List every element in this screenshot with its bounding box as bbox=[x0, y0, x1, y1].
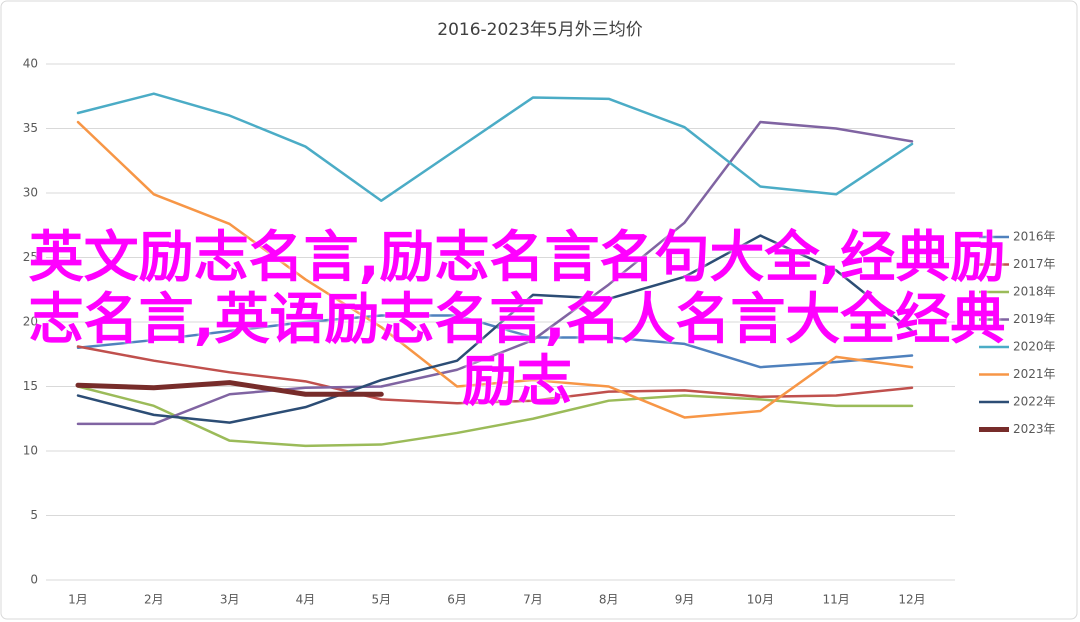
x-tick-label: 12月 bbox=[898, 593, 925, 607]
legend-label: 2023年 bbox=[1013, 422, 1056, 436]
x-tick-label: 7月 bbox=[523, 593, 543, 607]
overlay-text: 英文励志名言,励志名言名句大全,经典励志名言,英语励志名言,名人名言大全经典励志 bbox=[28, 225, 1006, 413]
series-line bbox=[76, 120, 914, 426]
y-tick-label: 30 bbox=[23, 186, 38, 200]
x-tick-label: 11月 bbox=[823, 593, 850, 607]
legend-label: 2019年 bbox=[1013, 312, 1056, 326]
legend-label: 2017年 bbox=[1013, 257, 1056, 271]
x-tick-label: 5月 bbox=[371, 593, 391, 607]
series-line bbox=[75, 380, 384, 397]
legend-label: 2018年 bbox=[1013, 285, 1056, 299]
chart-title: 2016-2023年5月外三均价 bbox=[437, 20, 642, 40]
y-tick-label: 35 bbox=[23, 121, 38, 135]
y-tick-label: 10 bbox=[23, 444, 38, 458]
y-tick-label: 0 bbox=[30, 573, 38, 587]
x-tick-label: 1月 bbox=[68, 593, 88, 607]
y-tick-label: 20 bbox=[23, 315, 38, 329]
legend-label: 2021年 bbox=[1013, 367, 1056, 381]
y-tick-label: 40 bbox=[23, 57, 38, 71]
legend-label: 2016年 bbox=[1013, 230, 1056, 244]
y-tick-label: 15 bbox=[23, 379, 38, 393]
series-line bbox=[76, 234, 914, 424]
legend-label: 2020年 bbox=[1013, 340, 1056, 354]
series-line bbox=[76, 92, 914, 202]
x-tick-label: 3月 bbox=[220, 593, 240, 607]
series-line bbox=[76, 120, 914, 419]
series-line bbox=[76, 345, 914, 405]
x-tick-label: 10月 bbox=[747, 593, 774, 607]
x-tick-label: 4月 bbox=[296, 593, 316, 607]
legend-label: 2022年 bbox=[1013, 395, 1056, 409]
x-tick-label: 9月 bbox=[675, 593, 695, 607]
y-tick-label: 25 bbox=[23, 250, 38, 264]
x-tick-label: 8月 bbox=[599, 593, 619, 607]
y-tick-label: 5 bbox=[30, 508, 38, 522]
x-tick-label: 6月 bbox=[447, 593, 467, 607]
x-tick-label: 2月 bbox=[144, 593, 164, 607]
